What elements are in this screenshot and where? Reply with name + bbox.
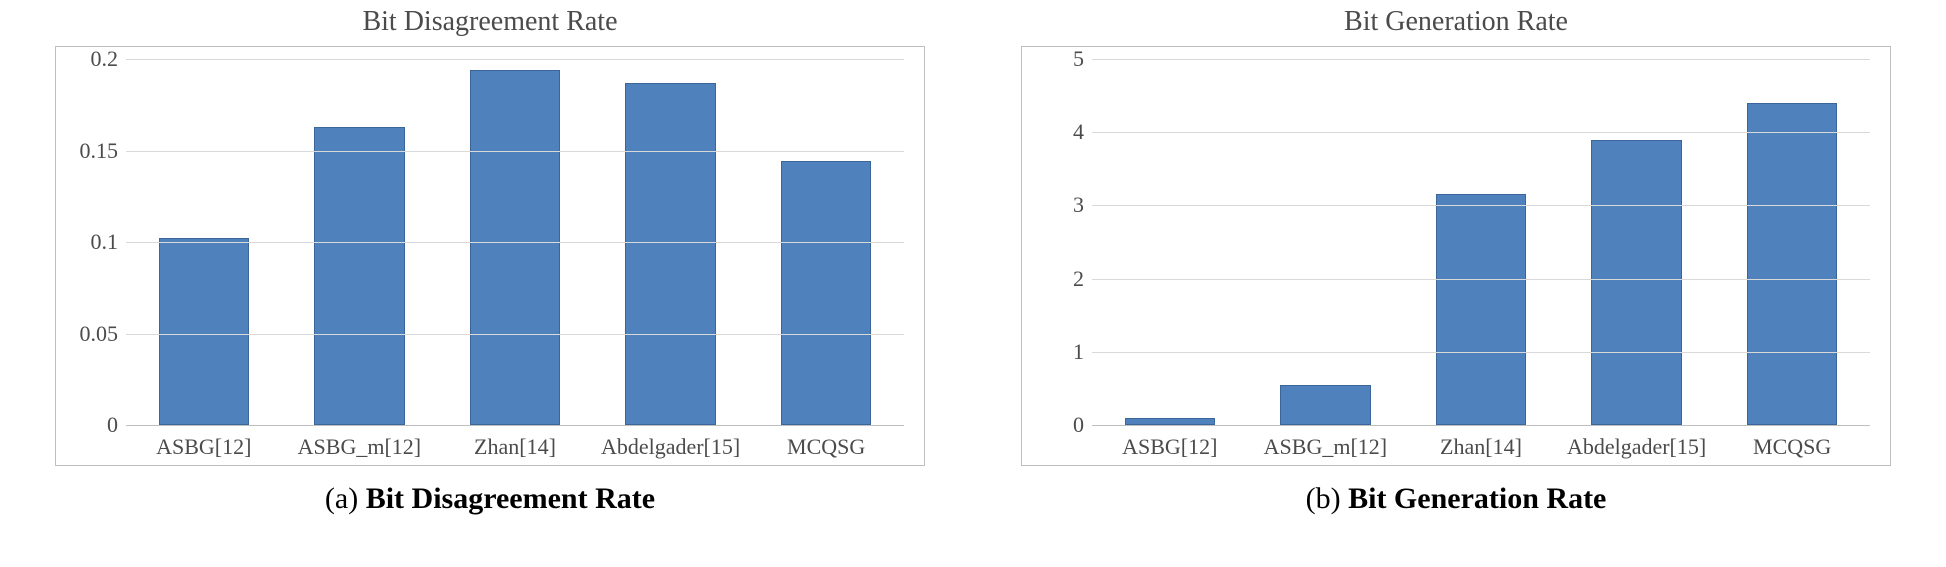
bar (625, 83, 715, 425)
gridline (126, 151, 904, 152)
bar (1591, 140, 1681, 425)
ytick-label: 0.2 (58, 46, 118, 72)
bar (1125, 418, 1215, 425)
xtick-label: MCQSG (748, 434, 904, 460)
bar (1280, 385, 1370, 425)
ytick-label: 1 (1024, 339, 1084, 365)
panel-bit-disagreement: Bit Disagreement Rate 00.050.10.150.2 AS… (40, 0, 940, 567)
xtick-label: Zhan[14] (437, 434, 593, 460)
ytick-label: 5 (1024, 46, 1084, 72)
ytick-label: 0.05 (58, 321, 118, 347)
bar (470, 70, 560, 425)
bar-slot (1559, 59, 1715, 425)
ytick-label: 0.1 (58, 229, 118, 255)
chart-box: 012345 ASBG[12]ASBG_m[12]Zhan[14]Abdelga… (1021, 46, 1891, 466)
figure-root: Bit Disagreement Rate 00.050.10.150.2 AS… (0, 0, 1946, 567)
xtick-row: ASBG[12]ASBG_m[12]Zhan[14]Abdelgader[15]… (126, 429, 904, 465)
gridline (1092, 279, 1870, 280)
bar-slot (1403, 59, 1559, 425)
gridline (126, 59, 904, 60)
gridline (126, 334, 904, 335)
subcaption-bold: Bit Disagreement Rate (366, 482, 655, 515)
bar-slot (1092, 59, 1248, 425)
subcaption: (b) Bit Generation Rate (1306, 482, 1607, 516)
subcaption-tag: (a) (325, 482, 366, 515)
plot-area: 012345 (1092, 59, 1870, 425)
subcaption: (a) Bit Disagreement Rate (325, 482, 655, 516)
gridline (1092, 132, 1870, 133)
chart-title: Bit Generation Rate (1344, 6, 1568, 38)
gridline (1092, 425, 1870, 426)
xtick-label: Zhan[14] (1403, 434, 1559, 460)
bar (159, 238, 249, 425)
ytick-label: 0.15 (58, 138, 118, 164)
bar (1747, 103, 1837, 425)
ytick-label: 3 (1024, 192, 1084, 218)
gridline (1092, 205, 1870, 206)
gridline (126, 242, 904, 243)
ytick-label: 0 (1024, 412, 1084, 438)
bars-container (1092, 59, 1870, 425)
gridline (126, 425, 904, 426)
bar-slot (1248, 59, 1404, 425)
bar-slot (1714, 59, 1870, 425)
ytick-label: 2 (1024, 266, 1084, 292)
bar (781, 161, 871, 425)
xtick-label: MCQSG (1714, 434, 1870, 460)
gridline (1092, 59, 1870, 60)
xtick-label: Abdelgader[15] (1559, 434, 1715, 460)
bar (1436, 194, 1526, 425)
chart-title: Bit Disagreement Rate (362, 6, 617, 38)
chart-box: 00.050.10.150.2 ASBG[12]ASBG_m[12]Zhan[1… (55, 46, 925, 466)
xtick-label: ASBG_m[12] (282, 434, 438, 460)
panel-bit-generation: Bit Generation Rate 012345 ASBG[12]ASBG_… (1006, 0, 1906, 567)
xtick-row: ASBG[12]ASBG_m[12]Zhan[14]Abdelgader[15]… (1092, 429, 1870, 465)
xtick-label: ASBG_m[12] (1248, 434, 1404, 460)
xtick-label: ASBG[12] (1092, 434, 1248, 460)
ytick-label: 4 (1024, 119, 1084, 145)
xtick-label: Abdelgader[15] (593, 434, 749, 460)
subcaption-bold: Bit Generation Rate (1348, 482, 1606, 515)
ytick-label: 0 (58, 412, 118, 438)
plot-area: 00.050.10.150.2 (126, 59, 904, 425)
gridline (1092, 352, 1870, 353)
subcaption-tag: (b) (1306, 482, 1348, 515)
xtick-label: ASBG[12] (126, 434, 282, 460)
bar (314, 127, 404, 425)
